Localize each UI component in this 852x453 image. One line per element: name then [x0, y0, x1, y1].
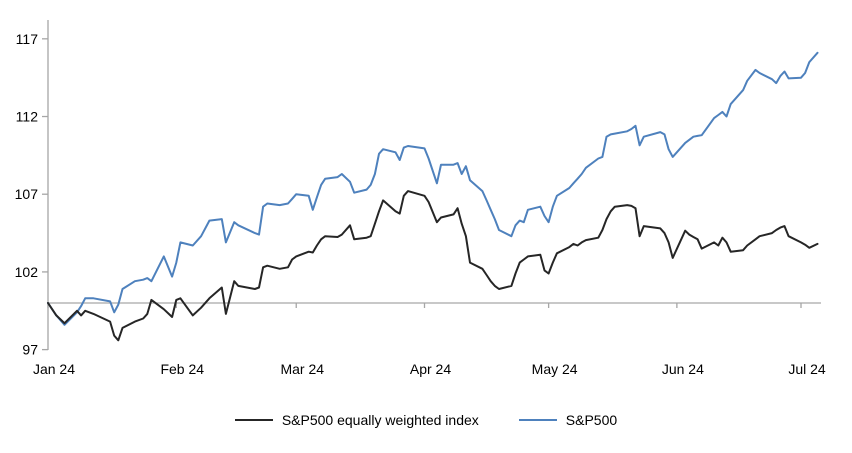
series-line-sp500 — [47, 51, 819, 326]
y-tick-label: 97 — [22, 342, 38, 358]
legend-item-sp500-equal-weight: S&P500 equally weighted index — [234, 412, 479, 428]
legend-line-blue-icon — [518, 419, 557, 421]
series-line-sp500-equal-weight — [47, 190, 819, 342]
legend-line-black-icon — [234, 419, 273, 421]
legend-item-sp500: S&P500 — [518, 412, 618, 428]
legend-label: S&P500 — [565, 412, 618, 428]
y-tick-label: 117 — [16, 31, 39, 47]
y-tick-label: 112 — [16, 109, 39, 125]
x-tick-label: Feb 24 — [160, 361, 204, 377]
x-tick-label: Mar 24 — [280, 361, 324, 377]
legend: S&P500 equally weighted index S&P500 — [0, 412, 852, 428]
legend-label: S&P500 equally weighted index — [281, 412, 479, 428]
x-tick-label: Jun 24 — [662, 361, 704, 377]
x-tick-label: Jul 24 — [788, 361, 826, 377]
x-tick-label: Jan 24 — [33, 361, 75, 377]
y-tick-label: 107 — [15, 186, 39, 202]
x-tick-label: May 24 — [532, 361, 578, 377]
x-tick-label: Apr 24 — [410, 361, 451, 377]
y-tick-label: 102 — [15, 264, 39, 280]
